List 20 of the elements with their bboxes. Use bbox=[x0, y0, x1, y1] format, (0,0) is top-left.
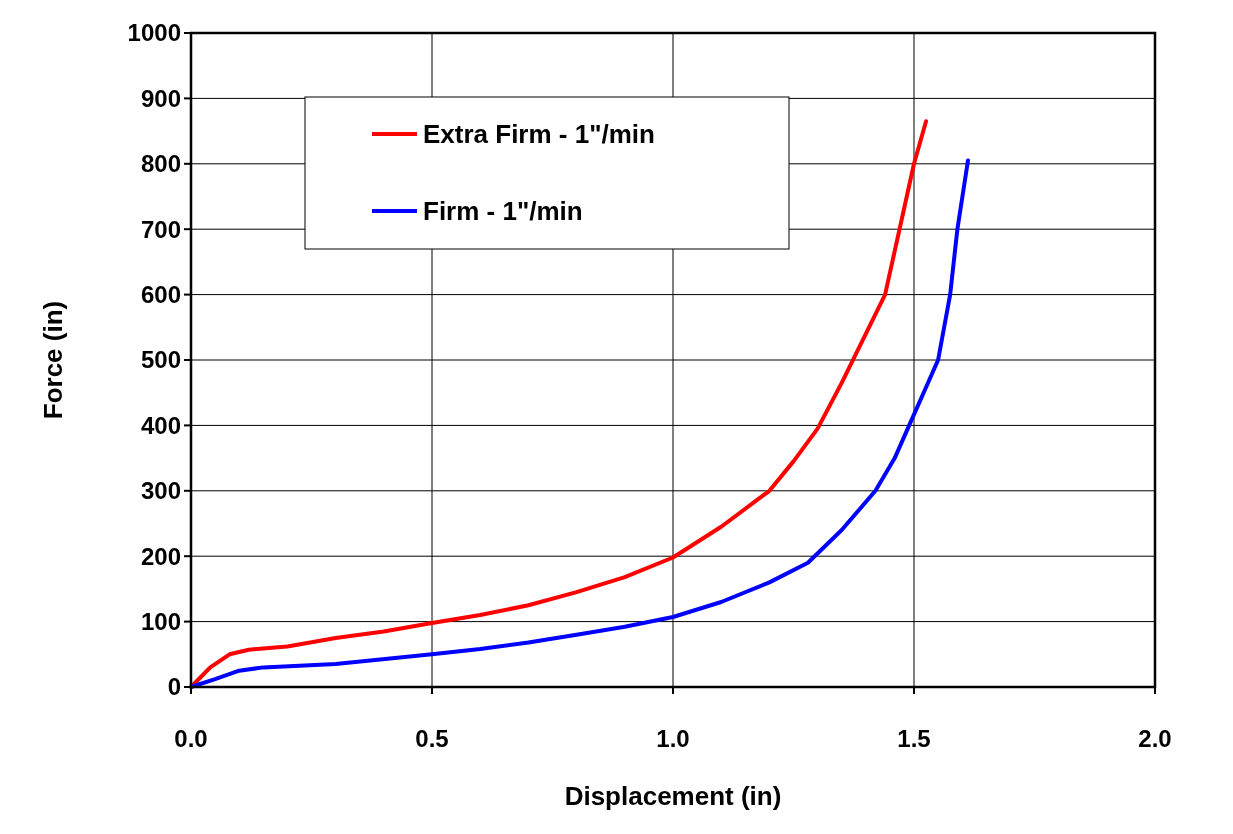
y-tick-label: 900 bbox=[140, 84, 181, 112]
y-tick-label: 1000 bbox=[127, 19, 181, 47]
x-tick-label: 1.0 bbox=[656, 725, 690, 752]
y-axis-title: Force (in) bbox=[38, 300, 68, 420]
y-tick-label: 200 bbox=[140, 542, 181, 570]
y-tick-label: 300 bbox=[140, 477, 181, 505]
y-tick-label: 600 bbox=[140, 281, 181, 308]
y-tick-label: 400 bbox=[140, 411, 181, 439]
y-tick-label: 800 bbox=[140, 150, 181, 178]
y-tick-label: 100 bbox=[140, 608, 181, 635]
y-tick-label: 0 bbox=[167, 673, 181, 701]
x-tick-label: 0.5 bbox=[415, 725, 449, 752]
legend-label: Firm - 1"/min bbox=[423, 196, 583, 227]
x-tick-label: 1.5 bbox=[897, 725, 931, 752]
x-tick-label: 0.0 bbox=[174, 725, 208, 752]
y-tick-label: 700 bbox=[140, 215, 181, 243]
x-tick-label: 2.0 bbox=[1138, 725, 1172, 752]
x-axis-title: Displacement (in) bbox=[564, 781, 782, 811]
y-tick-label: 500 bbox=[140, 346, 181, 374]
legend-label: Extra Firm - 1"/min bbox=[423, 119, 655, 150]
